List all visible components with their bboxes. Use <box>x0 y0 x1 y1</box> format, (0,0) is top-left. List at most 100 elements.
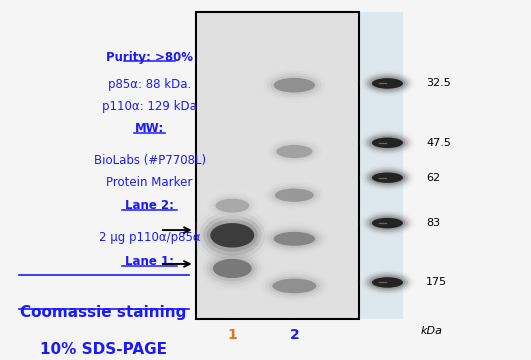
Ellipse shape <box>372 138 403 148</box>
Ellipse shape <box>359 209 416 237</box>
Text: Lane 1:: Lane 1: <box>125 255 174 268</box>
Ellipse shape <box>259 177 330 213</box>
Ellipse shape <box>359 69 416 98</box>
Ellipse shape <box>362 211 413 235</box>
Ellipse shape <box>362 270 413 295</box>
Ellipse shape <box>372 277 403 288</box>
Ellipse shape <box>364 272 410 293</box>
Ellipse shape <box>213 259 252 278</box>
Ellipse shape <box>256 66 332 105</box>
Ellipse shape <box>270 75 319 95</box>
Ellipse shape <box>370 216 406 230</box>
Text: MW:: MW: <box>135 122 164 135</box>
Ellipse shape <box>372 277 403 288</box>
Ellipse shape <box>210 194 255 217</box>
Ellipse shape <box>367 274 408 291</box>
Text: 47.5: 47.5 <box>426 138 451 148</box>
Ellipse shape <box>367 75 408 92</box>
Text: kDa: kDa <box>421 326 443 336</box>
Ellipse shape <box>213 259 252 278</box>
Text: 2 μg p110α/p85α: 2 μg p110α/p85α <box>99 230 200 244</box>
Ellipse shape <box>264 136 324 167</box>
Text: Coomassie staining: Coomassie staining <box>20 305 186 320</box>
Ellipse shape <box>262 180 327 211</box>
Text: 10% SDS-PAGE: 10% SDS-PAGE <box>39 342 167 357</box>
Ellipse shape <box>267 138 321 165</box>
Ellipse shape <box>275 189 314 202</box>
Ellipse shape <box>207 219 258 252</box>
Ellipse shape <box>272 186 317 204</box>
Ellipse shape <box>370 76 406 90</box>
Ellipse shape <box>367 134 408 152</box>
Ellipse shape <box>364 213 410 234</box>
Ellipse shape <box>266 182 323 208</box>
Ellipse shape <box>269 184 320 206</box>
Ellipse shape <box>216 199 249 213</box>
Ellipse shape <box>359 129 416 157</box>
Ellipse shape <box>272 279 316 293</box>
Ellipse shape <box>273 78 315 93</box>
Text: Purity: >80%: Purity: >80% <box>106 51 193 64</box>
Text: Protein Marker: Protein Marker <box>106 176 193 189</box>
Ellipse shape <box>197 243 268 294</box>
Ellipse shape <box>364 167 410 188</box>
Ellipse shape <box>270 230 319 248</box>
Ellipse shape <box>263 225 326 253</box>
Text: 83: 83 <box>426 218 440 228</box>
Ellipse shape <box>372 172 403 183</box>
Ellipse shape <box>204 189 260 222</box>
Ellipse shape <box>213 196 252 215</box>
Text: BioLabs (#P7708L): BioLabs (#P7708L) <box>93 154 205 167</box>
Ellipse shape <box>362 166 413 190</box>
Text: 175: 175 <box>426 278 447 287</box>
Ellipse shape <box>364 73 410 94</box>
Ellipse shape <box>265 274 324 298</box>
Bar <box>359 12 403 319</box>
Ellipse shape <box>372 138 403 148</box>
Ellipse shape <box>254 266 335 306</box>
Text: Lane 2:: Lane 2: <box>125 199 174 212</box>
Text: 62: 62 <box>426 173 440 183</box>
Ellipse shape <box>372 172 403 183</box>
Ellipse shape <box>359 269 416 296</box>
Ellipse shape <box>276 145 312 158</box>
Ellipse shape <box>370 275 406 289</box>
Ellipse shape <box>207 252 258 284</box>
Ellipse shape <box>275 189 314 202</box>
Ellipse shape <box>203 249 261 288</box>
Bar <box>196 12 359 319</box>
Text: p110α: 129 kDa: p110α: 129 kDa <box>102 100 197 113</box>
Ellipse shape <box>260 68 329 102</box>
Ellipse shape <box>362 71 413 96</box>
Ellipse shape <box>362 131 413 155</box>
Ellipse shape <box>270 140 319 163</box>
Ellipse shape <box>256 220 332 257</box>
Ellipse shape <box>359 164 416 192</box>
Ellipse shape <box>201 187 263 224</box>
Ellipse shape <box>372 218 403 228</box>
Ellipse shape <box>199 211 266 260</box>
Ellipse shape <box>267 227 322 251</box>
Text: 32.5: 32.5 <box>426 78 451 89</box>
Ellipse shape <box>370 136 406 150</box>
Ellipse shape <box>261 271 327 301</box>
Ellipse shape <box>203 215 262 256</box>
Ellipse shape <box>260 222 329 255</box>
Ellipse shape <box>207 192 258 220</box>
Text: 2: 2 <box>289 328 299 342</box>
Ellipse shape <box>367 169 408 186</box>
Ellipse shape <box>192 203 272 268</box>
Ellipse shape <box>263 71 326 100</box>
Ellipse shape <box>372 218 403 228</box>
Ellipse shape <box>261 134 328 169</box>
Text: p85α: 88 kDa.: p85α: 88 kDa. <box>108 78 191 91</box>
Text: 1: 1 <box>227 328 237 342</box>
Ellipse shape <box>367 214 408 232</box>
Ellipse shape <box>273 232 315 246</box>
Ellipse shape <box>273 232 315 246</box>
Ellipse shape <box>372 78 403 89</box>
Ellipse shape <box>258 269 331 303</box>
Ellipse shape <box>267 73 322 98</box>
Ellipse shape <box>273 78 315 93</box>
Ellipse shape <box>216 199 249 213</box>
